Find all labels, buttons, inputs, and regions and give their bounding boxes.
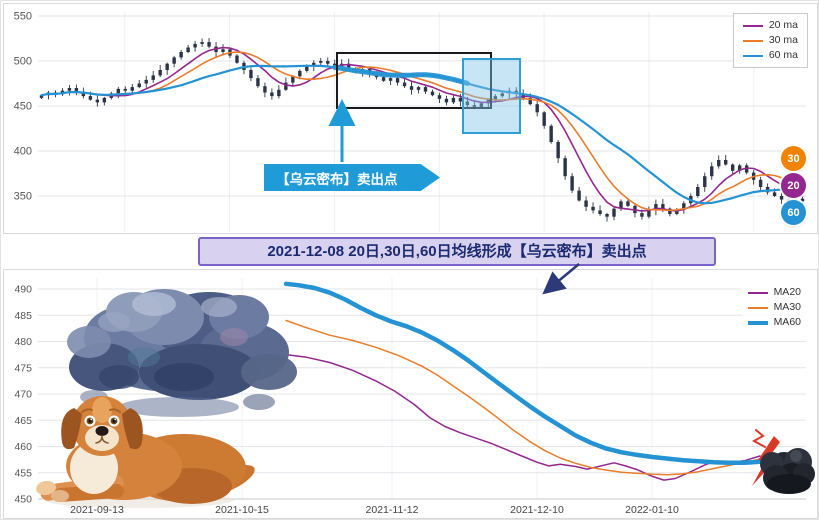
ma-line bbox=[283, 281, 763, 466]
ma-line bbox=[285, 319, 761, 476]
legend-label: MA30 bbox=[773, 301, 801, 313]
legend-swatch bbox=[747, 291, 768, 294]
cloud-illustration bbox=[67, 289, 297, 417]
y-tick-label: 550 bbox=[14, 11, 32, 23]
top-chart-panel: 550 500 450 400 350 20 ma 30 ma 60 ma bbox=[3, 3, 818, 234]
highlight-box-black bbox=[336, 52, 492, 109]
legend-label: MA20 bbox=[773, 286, 801, 298]
legend-label: 60 ma bbox=[768, 49, 798, 61]
legend-item: 60 ma bbox=[742, 49, 798, 62]
x-tick-label: 2021-12-10 bbox=[510, 504, 564, 516]
y-tick-label: 400 bbox=[14, 146, 32, 158]
legend-item: MA20 bbox=[747, 286, 801, 299]
y-tick-label: 455 bbox=[14, 467, 32, 479]
ma-highlight-segment bbox=[332, 64, 470, 86]
storm-cloud-icon bbox=[751, 429, 815, 494]
x-tick-label: 2021-11-12 bbox=[366, 504, 419, 516]
highlight-box-blue bbox=[462, 58, 521, 134]
top-chart: 550 500 450 400 350 bbox=[14, 11, 806, 232]
bottom-chart: 490 485 480 475 470 465 460 455 450 2021-09-13 202… bbox=[14, 278, 815, 516]
legend-item: 20 ma bbox=[742, 19, 798, 32]
ma-lines bbox=[40, 46, 804, 212]
y-tick-label: 350 bbox=[14, 191, 32, 203]
y-tick-label: 460 bbox=[14, 441, 32, 453]
y-tick-label: 465 bbox=[14, 415, 32, 427]
legend-swatch bbox=[747, 306, 768, 309]
y-tick-label: 500 bbox=[14, 56, 32, 68]
sell-point-callout: 【乌云密布】卖出点 bbox=[264, 164, 440, 191]
ma-badge: 30 bbox=[781, 146, 806, 171]
y-tick-label: 470 bbox=[14, 389, 32, 401]
title-banner: 2021-12-08 20日,30日,60日均线形成【乌云密布】卖出点 bbox=[198, 237, 716, 266]
x-tick-label: 2021-09-13 bbox=[70, 504, 124, 516]
ma-badge: 20 bbox=[781, 173, 806, 198]
legend-item: 30 ma bbox=[742, 34, 798, 47]
ma-lines bbox=[283, 281, 763, 481]
legend-label: MA60 bbox=[773, 316, 801, 328]
legend-swatch bbox=[747, 320, 768, 325]
y-tick-label: 475 bbox=[14, 362, 32, 374]
bottom-chart-panel: 490 485 480 475 470 465 460 455 450 2021-09-13 202… bbox=[3, 269, 818, 519]
top-chart-legend: 20 ma 30 ma 60 ma bbox=[732, 13, 808, 68]
legend-swatch bbox=[742, 39, 763, 42]
y-tick-label: 485 bbox=[14, 310, 32, 322]
y-tick-label: 490 bbox=[14, 284, 32, 296]
legend-item: MA30 bbox=[747, 301, 801, 314]
y-tick-label: 480 bbox=[14, 336, 32, 348]
legend-label: 30 ma bbox=[768, 34, 798, 46]
ma-line bbox=[40, 51, 804, 212]
legend-label: 20 ma bbox=[768, 19, 798, 31]
bottom-chart-legend: MA20 MA30 MA60 bbox=[741, 282, 807, 333]
x-tick-label: 2021-10-15 bbox=[215, 504, 269, 516]
ma-line bbox=[40, 46, 804, 212]
y-tick-label: 450 bbox=[14, 494, 32, 506]
dog-illustration bbox=[36, 396, 255, 508]
legend-item: MA60 bbox=[747, 316, 801, 329]
legend-swatch bbox=[742, 54, 763, 57]
y-tick-label: 450 bbox=[14, 101, 32, 113]
ma-badge: 60 bbox=[781, 200, 806, 225]
x-tick-label: 2022-01-10 bbox=[625, 504, 679, 516]
legend-swatch bbox=[742, 24, 763, 27]
